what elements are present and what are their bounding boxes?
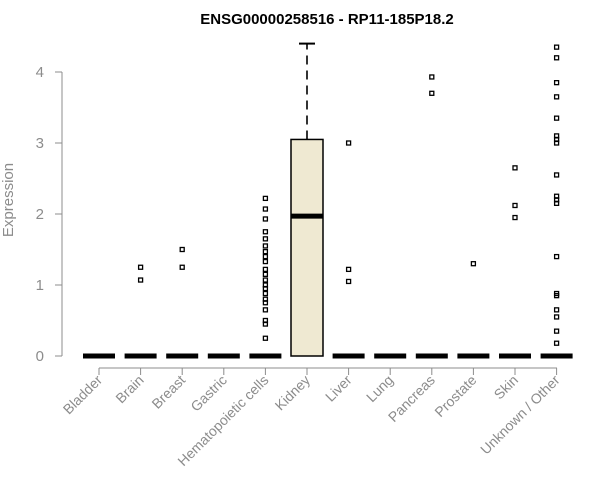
outlier-point [262,290,269,297]
boxes [83,42,573,359]
outlier-point [553,307,560,313]
outlier-point [553,314,560,320]
outlier-point [512,214,518,221]
outlier-point [262,216,269,222]
box-unknown-other [540,44,573,359]
y-axis-label: Expression [0,163,17,237]
x-tick-label-prostate: Prostate [431,372,479,420]
outlier-point [262,321,269,327]
y-tick-label: 4 [36,64,44,81]
y-ticks: 0 1 2 3 4 [36,64,62,365]
outlier-point [262,271,269,278]
outlier-point [553,253,560,260]
outlier-point [262,335,269,341]
outlier-point [262,258,269,265]
y-tick-label: 2 [36,206,44,223]
outlier-point [553,328,560,334]
box-body [290,138,324,357]
outlier-point [262,300,269,306]
outlier-point [262,277,269,283]
outlier-point [553,140,560,146]
box-brain [124,264,157,359]
outlier-point [429,74,435,80]
outlier-point [262,195,269,202]
outlier-point [345,266,352,273]
outlier-point [262,307,269,313]
outlier-point [553,115,560,121]
x-tick-label-liver: Liver [322,372,355,405]
outlier-point [179,264,185,270]
x-tick-label-brain: Brain [112,372,146,406]
box-kidney [290,42,324,357]
outlier-point [470,261,477,267]
outlier-point [262,266,269,273]
outlier-point [262,243,269,249]
box-prostate [457,261,490,359]
x-tick-label-breast: Breast [148,372,188,412]
outlier-point [262,229,269,235]
box-hematopoietic-cells [249,195,282,359]
outlier-point [553,292,560,299]
outlier-point [553,55,560,61]
outlier-point [137,264,144,270]
box-skin [499,165,531,359]
outlier-point [345,140,352,146]
x-tick-label-unknown-other: Unknown / Other [477,372,563,458]
x-tick-label-bladder: Bladder [60,372,106,418]
outlier-point [262,236,269,242]
y-tick-label: 3 [36,135,44,152]
outlier-point [512,202,518,209]
outlier-point [262,248,269,255]
outlier-point [553,94,560,100]
box-pancreas [415,74,448,359]
outlier-point [512,165,518,171]
outlier-point [553,44,560,50]
y-tick-label: 1 [36,277,44,294]
y-tick-label: 0 [36,348,44,365]
x-tick-label-skin: Skin [491,372,522,403]
outlier-point [137,277,144,283]
outlier-point [553,340,560,346]
outlier-point [262,206,269,212]
box-liver [332,140,365,359]
outlier-point [262,253,269,260]
outlier-point [262,285,269,292]
outlier-point [553,200,560,207]
outlier-point [429,90,435,96]
outlier-point [345,278,352,285]
outlier-point [553,80,560,86]
box-breast [166,246,199,359]
chart-title: ENSG00000258516 - RP11-185P18.2 [200,11,454,28]
x-tick-label-kidney: Kidney [272,372,314,414]
x-tick-label-lung: Lung [363,372,396,405]
outlier-point [179,246,185,253]
outlier-point [553,172,560,178]
